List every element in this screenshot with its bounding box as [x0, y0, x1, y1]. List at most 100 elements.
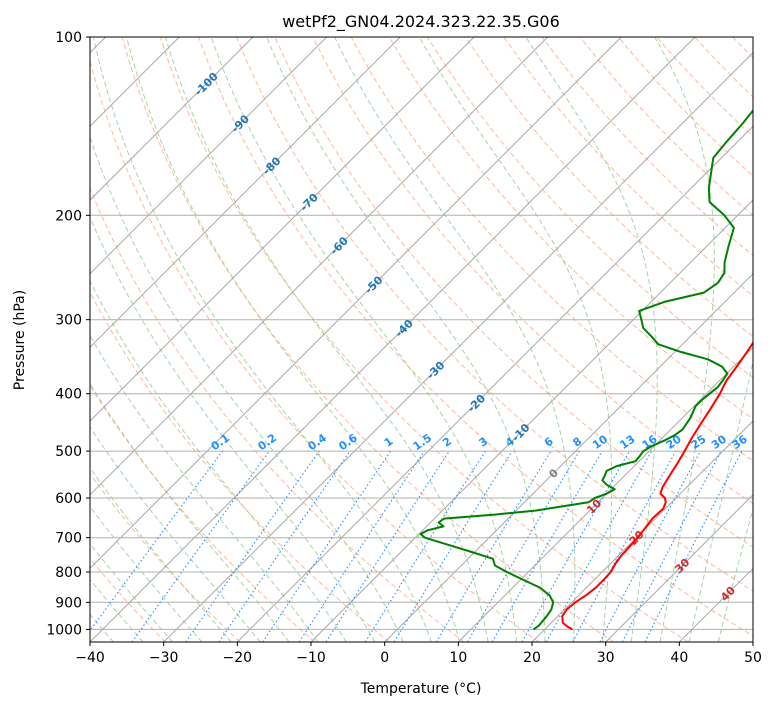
mixing-ratio-label: 1.5 [411, 431, 434, 453]
mixing-ratio-line [521, 450, 630, 642]
mixing-ratio-lines [90, 450, 743, 642]
x-tick-label: −30 [149, 650, 179, 666]
moist-adiabat-line [126, 37, 461, 642]
chart-title: wetPf2_GN04.2024.323.22.35.G06 [282, 12, 560, 32]
isotherm-line [90, 37, 549, 496]
moist-adiabat-line [90, 467, 232, 642]
isotherm-line [236, 125, 753, 642]
x-tick-label: 40 [670, 650, 688, 666]
isotherm-line [90, 37, 401, 349]
moist-adiabat-line [334, 37, 576, 642]
y-tick-label: 700 [55, 531, 82, 547]
x-tick-label: 50 [744, 650, 762, 666]
isotherm-line [90, 37, 696, 642]
mixing-ratio-label: 2 [440, 435, 454, 450]
mixing-ratio-line [572, 450, 677, 642]
x-tick-label: −10 [296, 650, 326, 666]
pressure-gridlines [90, 37, 753, 630]
dry-adiabat-line [274, 37, 753, 548]
moist-adiabat-line [525, 37, 658, 642]
moist-adiabat-line [164, 37, 489, 642]
mixing-ratio-label: 36 [730, 432, 750, 452]
mixing-ratio-label: 1 [382, 435, 396, 450]
y-axis-ticks: 100 200 300 400 500 600 700 800 900 1000 [46, 30, 90, 638]
y-tick-label: 500 [55, 444, 82, 460]
mixing-ratio-line [545, 450, 653, 642]
moist-adiabat-line [90, 135, 404, 642]
y-tick-label: 100 [55, 30, 82, 46]
dry-adiabat-line [121, 37, 614, 642]
dry-adiabat-line [90, 472, 241, 642]
mixing-ratio-label: 13 [617, 433, 637, 452]
x-tick-label: −20 [223, 650, 253, 666]
y-tick-label: 200 [55, 208, 82, 224]
dry-adiabat-line [694, 37, 753, 98]
dry-adiabat-line [90, 291, 390, 642]
dewpoint-profile-line [419, 108, 753, 631]
isotherm-line [90, 37, 254, 201]
mixing-ratio-label: 30 [709, 432, 729, 452]
x-axis-ticks: −40 −30 −20 −10 0 10 20 30 40 50 [75, 642, 762, 666]
moist-adiabat-line [90, 215, 376, 642]
moist-adiabat-line [717, 506, 753, 642]
mixing-ratio-label: 0.1 [209, 431, 232, 453]
mixing-ratio-line [90, 450, 223, 632]
mixing-ratio-line [644, 450, 743, 642]
dry-adiabat-line [503, 37, 753, 297]
mixing-ratio-label: 25 [688, 433, 708, 452]
diagram-labels: 0.1 0.2 0.4 0.6 1 1.5 2 3 4 6 8 10 13 16 20 25 30 36-100-… [192, 70, 750, 604]
isotherm-label: -20 [465, 392, 488, 415]
dry-adiabat-line [350, 37, 753, 462]
dry-adiabat-line [771, 37, 775, 642]
isotherm-line [384, 272, 753, 642]
dry-adiabat-line [198, 37, 753, 637]
y-tick-label: 600 [55, 491, 82, 507]
x-tick-label: −40 [75, 650, 105, 666]
isotherm-line [163, 51, 753, 642]
dry-adiabat-line [388, 37, 753, 420]
mixing-ratio-label: 10 [590, 432, 610, 452]
temperature-profile-line [561, 341, 753, 631]
isotherm-line [90, 37, 622, 570]
mixing-ratio-line [298, 450, 425, 642]
dry-adiabat-line [236, 37, 753, 592]
mixing-ratio-label: 16 [640, 432, 660, 452]
isotherm-line [310, 199, 753, 642]
mixing-ratio-label: 8 [571, 435, 585, 450]
mixing-ratio-line [185, 450, 320, 642]
y-tick-label: 900 [55, 595, 82, 611]
isotherm-line [90, 37, 475, 422]
isotherm-line [678, 567, 753, 642]
x-tick-label: 0 [380, 650, 389, 666]
profiles [419, 108, 753, 631]
dry-adiabat-line [90, 59, 540, 642]
x-axis-label: Temperature (°C) [360, 681, 482, 697]
y-tick-label: 300 [55, 313, 82, 329]
moist-adiabat-line [688, 358, 753, 642]
mixing-ratio-line [131, 450, 270, 642]
isotherm-line [605, 493, 753, 642]
mixing-ratio-line [218, 450, 351, 642]
isotherm-line [752, 641, 753, 642]
dry-adiabat-line [90, 384, 316, 642]
mixing-ratio-line [262, 450, 392, 642]
moist-adiabat-line [654, 37, 715, 642]
dry-adiabat-line [90, 186, 465, 642]
isotherm-line [457, 346, 753, 642]
plot-area: 0.1 0.2 0.4 0.6 1 1.5 2 3 4 6 8 10 13 16 20 25 30 36-100-… [90, 37, 775, 642]
y-tick-label: 400 [55, 387, 82, 403]
moist-adiabat-line [90, 426, 261, 642]
mixing-ratio-line [393, 450, 513, 642]
mixing-ratio-label: 0.2 [256, 431, 279, 453]
moist-adiabat-line [92, 37, 432, 642]
dry-adiabats [90, 37, 775, 642]
dry-adiabat-line [465, 37, 753, 338]
y-axis-label: Pressure (hPa) [12, 290, 28, 390]
moist-adiabats [90, 37, 753, 642]
moist-adiabat-line [210, 37, 517, 642]
isotherms [90, 37, 753, 642]
y-tick-label: 800 [55, 565, 82, 581]
dry-adiabat-line [90, 557, 166, 642]
isotherm-label: -90 [229, 112, 252, 135]
moist-adiabat-line [266, 37, 546, 642]
